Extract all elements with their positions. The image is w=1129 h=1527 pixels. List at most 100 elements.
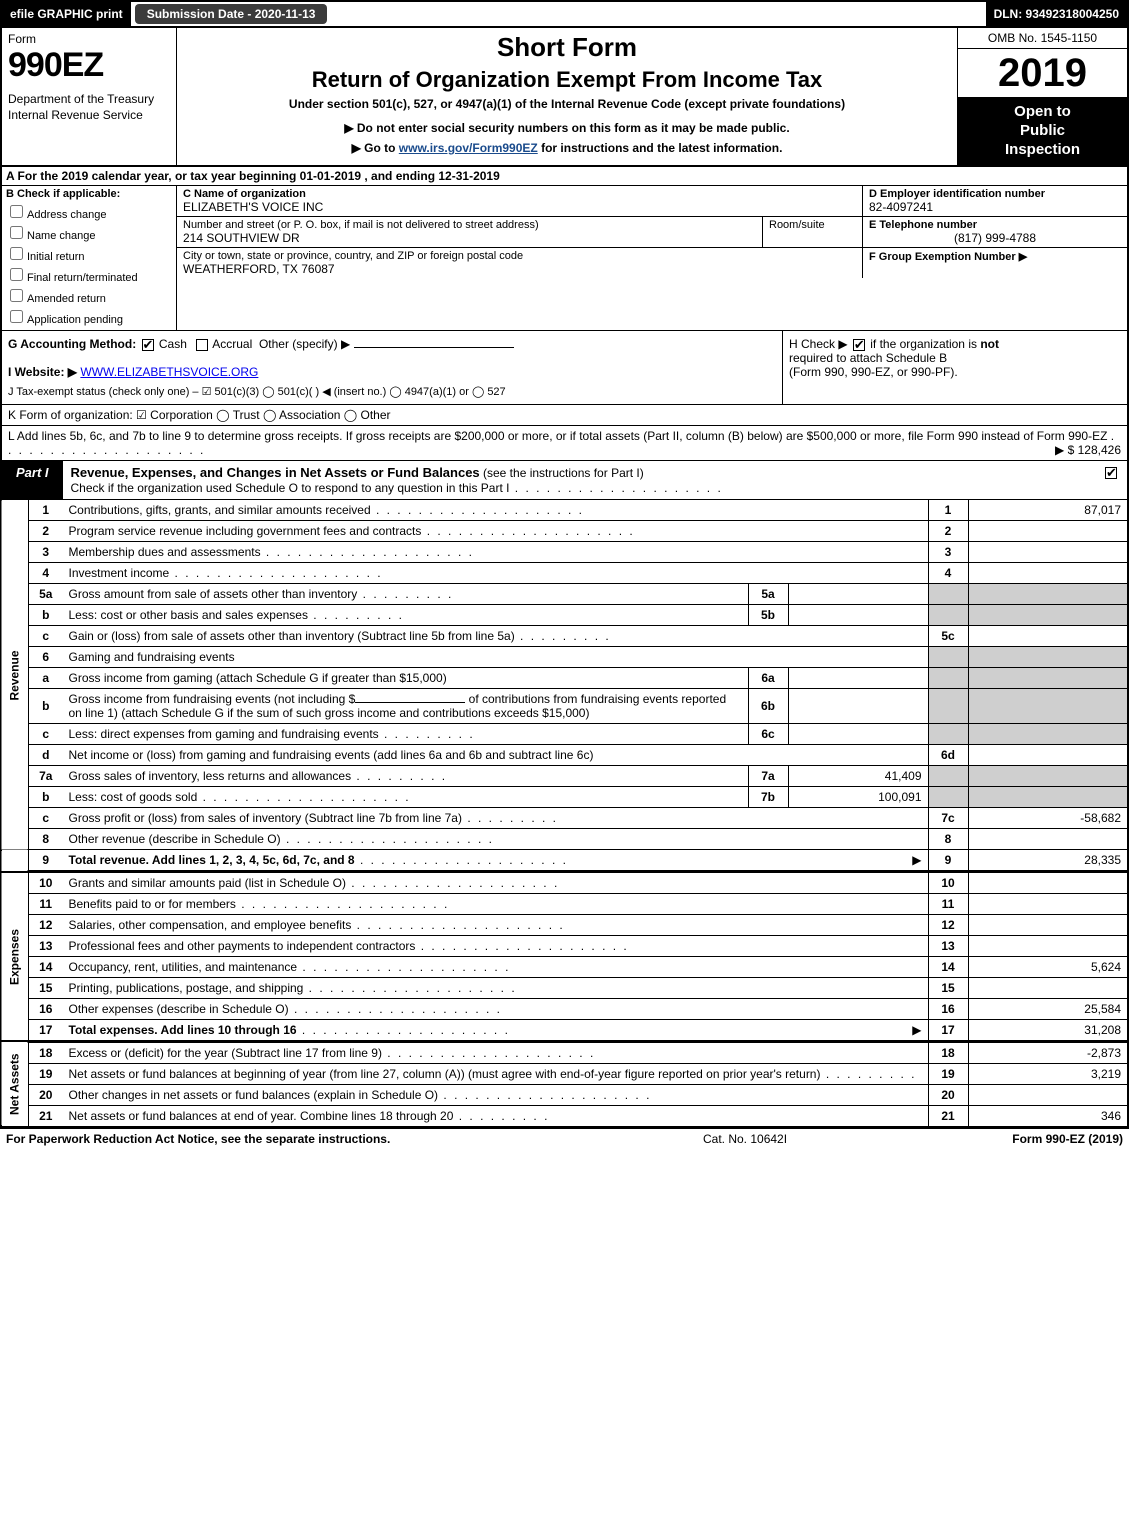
dln-label: DLN: 93492318004250 [986,2,1127,26]
desc-19: Net assets or fund balances at beginning… [69,1067,821,1081]
line-l-text: L Add lines 5b, 6c, and 7b to line 9 to … [8,429,1107,443]
desc-7c: Gross profit or (loss) from sales of inv… [69,811,462,825]
desc-1: Contributions, gifts, grants, and simila… [69,503,371,517]
box-c-address: Number and street (or P. O. box, if mail… [177,217,762,247]
header-right: OMB No. 1545-1150 2019 Open to Public In… [957,28,1127,165]
submission-date-pill: Submission Date - 2020-11-13 [135,4,328,24]
other-specify-line[interactable] [354,347,514,348]
ck-application-pending-label: Application pending [27,314,123,326]
box-d-label: D Employer identification number [869,188,1121,200]
efile-print-label[interactable]: efile GRAPHIC print [2,2,131,26]
open-to-public-box: Open to Public Inspection [958,97,1127,165]
ck-address-change-label: Address change [27,209,107,221]
ck-address-change[interactable]: Address change [6,202,172,221]
ck-h[interactable] [853,339,865,351]
line-h: H Check ▶ if the organization is not req… [782,331,1127,404]
ln-7b: b [29,787,63,808]
footer-right: Form 990-EZ (2019) [923,1132,1123,1146]
ln-4: 4 [29,563,63,584]
omb-number: OMB No. 1545-1150 [958,28,1127,49]
ck-schedule-o[interactable] [1105,467,1117,479]
line-h-2: required to attach Schedule B [789,351,947,365]
ck-amended-return-label: Amended return [27,293,106,305]
row-1: Revenue 1 Contributions, gifts, grants, … [1,500,1128,521]
ck-accrual[interactable] [196,339,208,351]
box-5b-val [788,605,928,626]
sidelabel-revenue: Revenue [1,500,29,850]
box-6a-val [788,668,928,689]
num-1: 1 [928,500,968,521]
box-6c-lbl: 6c [748,724,788,745]
ck-initial-return[interactable]: Initial return [6,244,172,263]
val-13 [968,936,1128,957]
website-link[interactable]: WWW.ELIZABETHSVOICE.ORG [80,365,258,379]
num-4: 4 [928,563,968,584]
line-j: J Tax-exempt status (check only one) ‒ ☑… [8,385,776,398]
desc-20: Other changes in net assets or fund bala… [69,1088,439,1102]
ck-name-change[interactable]: Name change [6,223,172,242]
val-6-grey [968,647,1128,668]
line-k: K Form of organization: ☑ Corporation ◯ … [0,405,1129,426]
city-label: City or town, state or province, country… [183,250,856,262]
box-5a-lbl: 5a [748,584,788,605]
num-8: 8 [928,829,968,850]
open-line2: Public [1020,122,1065,139]
ck-cash[interactable] [142,339,154,351]
val-5c [968,626,1128,647]
row-6: 6 Gaming and fundraising events [1,647,1128,668]
row-6a: a Gross income from gaming (attach Sched… [1,668,1128,689]
val-10 [968,872,1128,894]
row-13: 13 Professional fees and other payments … [1,936,1128,957]
num-6d: 6d [928,745,968,766]
ck-amended-return[interactable]: Amended return [6,286,172,305]
line-h-not: not [980,337,999,351]
num-6c-grey [928,724,968,745]
goto-link[interactable]: www.irs.gov/Form990EZ [399,141,538,155]
val-8 [968,829,1128,850]
open-line3: Inspection [1005,141,1080,158]
footer-left: For Paperwork Reduction Act Notice, see … [6,1132,703,1146]
row-19: 19 Net assets or fund balances at beginn… [1,1064,1128,1085]
num-14: 14 [928,957,968,978]
val-11 [968,894,1128,915]
num-6a-grey [928,668,968,689]
ck-application-pending[interactable]: Application pending [6,307,172,326]
goto-post: for instructions and the latest informat… [538,141,783,155]
box-c-city: City or town, state or province, country… [177,248,862,278]
row-6c: c Less: direct expenses from gaming and … [1,724,1128,745]
desc-5c: Gain or (loss) from sale of assets other… [69,629,515,643]
other-label: Other (specify) ▶ [259,337,350,351]
row-11: 11 Benefits paid to or for members 11 [1,894,1128,915]
val-18: -2,873 [968,1042,1128,1064]
city-value: WEATHERFORD, TX 76087 [183,262,856,276]
row-5a: 5a Gross amount from sale of assets othe… [1,584,1128,605]
org-name: ELIZABETH'S VOICE INC [183,200,856,214]
ln-6b: b [29,689,63,724]
num-15: 15 [928,978,968,999]
ln-9: 9 [29,850,63,872]
box-7b-val: 100,091 [788,787,928,808]
sidelabel-rev-end [1,850,29,872]
addr-value: 214 SOUTHVIEW DR [183,231,756,245]
ln-5b: b [29,605,63,626]
part-1-header: Part I Revenue, Expenses, and Changes in… [0,461,1129,500]
val-12 [968,915,1128,936]
ln-8: 8 [29,829,63,850]
desc-7a: Gross sales of inventory, less returns a… [69,769,352,783]
ck-final-return[interactable]: Final return/terminated [6,265,172,284]
dept-treasury: Department of the Treasury [8,92,170,108]
ssn-warning: ▶ Do not enter social security numbers o… [185,121,949,135]
open-line1: Open to [1014,103,1071,120]
tax-year: 2019 [958,49,1127,97]
desc-6d: Net income or (loss) from gaming and fun… [69,748,594,762]
blank-6b[interactable] [355,702,465,703]
topbar-spacer [331,2,985,26]
num-3: 3 [928,542,968,563]
num-6-grey [928,647,968,668]
num-2: 2 [928,521,968,542]
val-5b-grey [968,605,1128,626]
part-1-schedule-o-check [1095,461,1127,499]
phone-value: (817) 999-4788 [869,231,1121,245]
num-11: 11 [928,894,968,915]
row-5c: c Gain or (loss) from sale of assets oth… [1,626,1128,647]
